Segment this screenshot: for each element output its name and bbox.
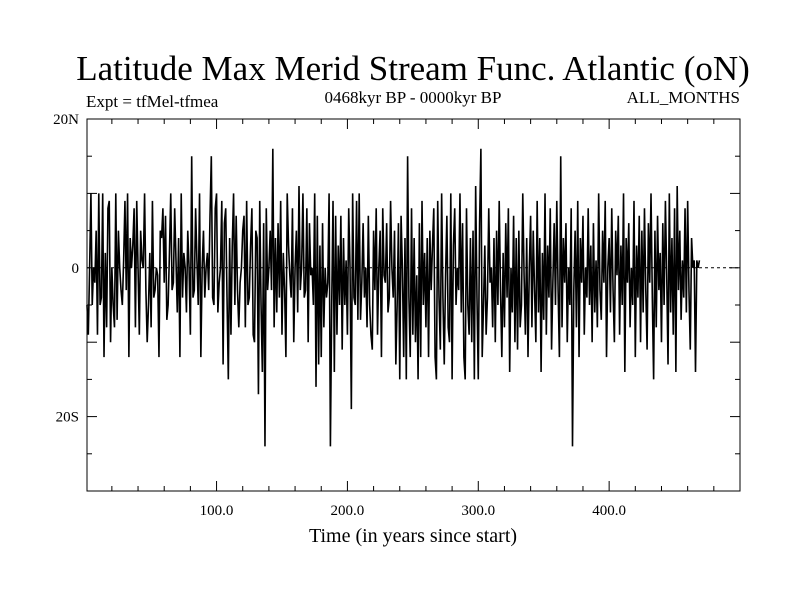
x-tick-label: 200.0 [331,503,365,519]
y-tick-label: 0 [72,261,80,277]
x-tick-label: 400.0 [592,503,626,519]
x-tick-label: 300.0 [461,503,495,519]
y-axis-tick-labels: 20N 0 20S [53,112,79,426]
x-axis-ticks [111,119,715,491]
y-tick-label: 20S [56,410,79,426]
time-range-label: 0468kyr BP - 0000kyr BP [325,88,502,107]
series-group [86,148,701,447]
series-line [86,148,701,447]
chart-title: Latitude Max Merid Stream Func. Atlantic… [76,49,750,88]
x-axis-title: Time (in years since start) [309,525,517,547]
x-tick-label: 100.0 [200,503,234,519]
x-axis-tick-labels: 100.0 200.0 300.0 400.0 [200,503,626,519]
y-tick-label: 20N [53,112,79,128]
experiment-label: Expt = tfMel-tfmea [86,92,219,111]
months-label: ALL_MONTHS [627,88,740,107]
